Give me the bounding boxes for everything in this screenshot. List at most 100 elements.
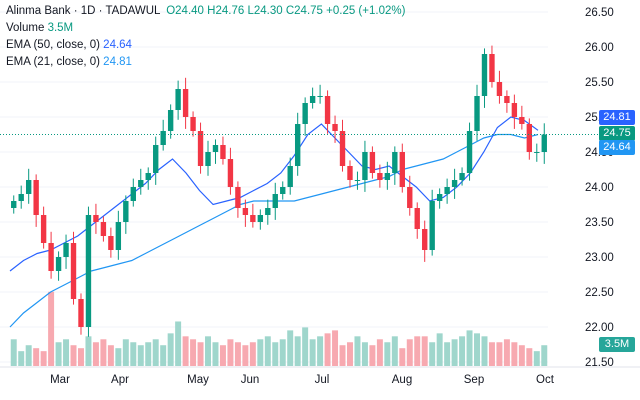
candle-body xyxy=(317,96,323,97)
candle-body xyxy=(429,201,435,250)
candle-body xyxy=(190,117,196,131)
volume-bar xyxy=(391,336,398,366)
volume-bar xyxy=(190,339,197,366)
month-label: Mar xyxy=(50,374,70,386)
volume-bar xyxy=(33,348,40,366)
volume-bar xyxy=(533,351,540,366)
volume-bar xyxy=(167,333,174,366)
volume-bar xyxy=(219,345,226,366)
volume-bars xyxy=(10,291,548,366)
candle-body xyxy=(399,152,405,187)
candle-body xyxy=(220,145,226,159)
candle-body xyxy=(422,229,428,250)
volume-tag: 3.5M xyxy=(599,337,635,352)
volume-bar xyxy=(339,345,346,366)
candle-body xyxy=(40,215,47,243)
candle-body xyxy=(392,152,398,173)
candle-body xyxy=(145,173,151,180)
volume-bar xyxy=(18,351,25,366)
volume-bar xyxy=(55,342,62,366)
ema50-legend[interactable]: EMA (50, close, 0) 24.64 xyxy=(6,38,132,52)
volume-bar xyxy=(115,348,122,366)
ema21-value: 24.81 xyxy=(103,56,132,68)
candle-body xyxy=(369,152,376,173)
volume-bar xyxy=(354,336,361,366)
candle-body xyxy=(511,103,518,117)
last-price-tag: 24.75 xyxy=(599,126,635,141)
volume-bar xyxy=(361,342,368,366)
volume-value: 3.5M xyxy=(47,22,74,34)
symbol-label[interactable]: Alinma Bank · 1D · TADAWUL xyxy=(6,5,161,17)
price-tick-label: 23.50 xyxy=(585,217,614,229)
volume-bar xyxy=(63,339,70,366)
candle-body xyxy=(205,152,211,166)
volume-legend[interactable]: Volume 3.5M xyxy=(6,21,73,35)
volume-bar xyxy=(249,342,256,366)
volume-bar xyxy=(481,336,488,366)
candle-body xyxy=(541,134,547,152)
candle-body xyxy=(11,201,17,208)
volume-bar xyxy=(488,342,495,366)
price-tick-label: 21.50 xyxy=(585,357,614,369)
volume-bar xyxy=(100,339,107,366)
candle-body xyxy=(100,222,107,236)
candle-body xyxy=(362,152,368,180)
candle-body xyxy=(519,117,525,124)
volume-bar xyxy=(122,339,129,366)
volume-bar xyxy=(294,336,301,366)
volume-bar xyxy=(264,336,271,366)
candle-body xyxy=(85,215,92,327)
ema50-label: EMA (50, close, 0) xyxy=(6,39,100,51)
candle-body xyxy=(227,159,234,187)
candle-body xyxy=(444,187,450,194)
candle-body xyxy=(167,110,174,131)
volume-bar xyxy=(160,345,167,366)
candle-body xyxy=(160,131,166,145)
volume-bar xyxy=(459,336,466,366)
volume-bar xyxy=(332,330,339,366)
candle-body xyxy=(496,82,503,96)
candle-body xyxy=(489,54,495,82)
volume-bar xyxy=(227,339,234,366)
volume-bar xyxy=(182,336,189,366)
candle-body xyxy=(130,187,136,201)
candle-body xyxy=(287,166,293,187)
volume-bar xyxy=(302,327,309,366)
volume-bar xyxy=(10,339,17,366)
candle-body xyxy=(481,54,488,96)
candle-body xyxy=(212,145,219,152)
volume-label: Volume xyxy=(6,22,45,34)
candle-body xyxy=(384,173,391,180)
volume-bar xyxy=(444,342,451,366)
open-value: O24.40 xyxy=(166,5,204,17)
volume-bar xyxy=(466,330,473,366)
month-label: May xyxy=(187,374,209,386)
volume-bar xyxy=(70,345,77,366)
volume-bar xyxy=(175,321,182,366)
candle-body xyxy=(466,131,473,173)
volume-bar xyxy=(496,342,503,366)
volume-bar xyxy=(317,336,324,366)
candle-body xyxy=(265,208,271,215)
volume-bar xyxy=(205,336,212,366)
candle-body xyxy=(33,180,39,215)
month-label: Jun xyxy=(241,374,260,386)
volume-bar xyxy=(451,339,458,366)
ema21-label: EMA (21, close, 0) xyxy=(6,56,100,68)
candle-body xyxy=(18,194,24,201)
candle-body xyxy=(242,208,249,215)
price-axis: 26.5026.0025.5025.0024.5024.0023.5023.00… xyxy=(585,7,614,369)
volume-bar xyxy=(414,336,421,366)
ema21-price-tag: 24.81 xyxy=(599,110,635,125)
candle-body xyxy=(272,194,278,208)
price-tick-label: 22.00 xyxy=(585,322,614,334)
price-tick-label: 23.00 xyxy=(585,252,614,264)
month-label: Sep xyxy=(464,374,484,386)
candle-body xyxy=(377,173,383,180)
volume-bar xyxy=(48,291,55,366)
volume-bar xyxy=(526,348,533,366)
candle-body xyxy=(55,257,62,271)
ema21-legend[interactable]: EMA (21, close, 0) 24.81 xyxy=(6,55,132,69)
price-tick-label: 25.50 xyxy=(585,77,614,89)
